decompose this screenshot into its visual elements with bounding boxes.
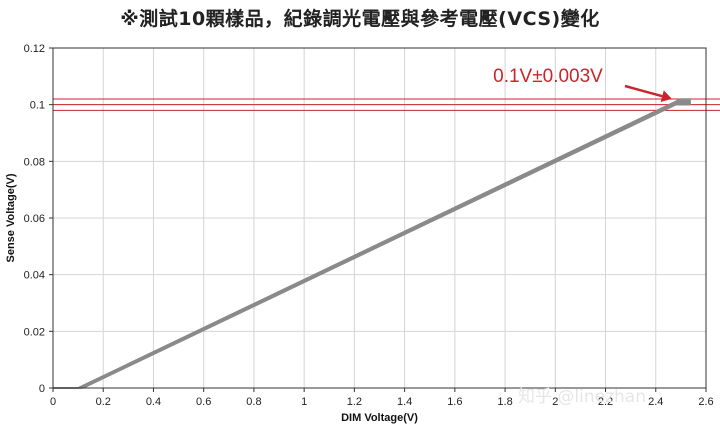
y-tick-label: 0.08: [24, 156, 45, 168]
y-tick-label: 0.02: [24, 326, 45, 338]
x-tick-label: 1.6: [447, 396, 462, 408]
series-lines: [53, 98, 691, 389]
y-tick-label: 0.06: [24, 213, 45, 225]
watermark: 知乎 @linezhan: [518, 387, 646, 407]
x-tick-label: 1: [301, 396, 307, 408]
annotation-text: 0.1V±0.003V: [493, 66, 603, 87]
tick-labels: 0 0.2 0.4 0.6 0.8 1 1.2 1.4 1.6 1.8 2 2.2 2.4 2.6 0 0.0…: [24, 43, 714, 408]
x-tick-label: 2.2: [598, 396, 613, 408]
x-tick-label: 0.2: [96, 396, 111, 408]
x-tick-label: 0.4: [146, 396, 161, 408]
annotation: 0.1V±0.003V: [493, 66, 672, 102]
x-tick-label: 1.2: [347, 396, 362, 408]
x-tick-label: 0.8: [246, 396, 261, 408]
x-tick-label: 2.6: [698, 396, 713, 408]
reference-lines: [53, 98, 720, 111]
y-tick-label: 0.1: [30, 100, 45, 112]
x-tick-label: 0: [50, 396, 56, 408]
series-line: [53, 101, 691, 389]
y-tick-label: 0: [39, 383, 45, 395]
x-axis-label: DIM Voltage(V): [341, 412, 418, 424]
annotation-arrowhead: [660, 90, 672, 102]
x-tick-label: 2: [552, 396, 558, 408]
x-tick-label: 0.6: [196, 396, 211, 408]
x-tick-label: 2.4: [648, 396, 663, 408]
series-line: [53, 102, 691, 389]
x-tick-label: 1.8: [497, 396, 512, 408]
x-tick-label: 1.4: [397, 396, 412, 408]
y-tick-label: 0.12: [24, 43, 45, 55]
y-axis-label: Sense Voltage(V): [5, 173, 17, 262]
page-title: ※測試10顆樣品，紀錄調光電壓與參考電壓(VCS)變化: [120, 8, 600, 30]
annotation-arrow: [624, 84, 663, 98]
y-tick-label: 0.04: [24, 270, 45, 282]
